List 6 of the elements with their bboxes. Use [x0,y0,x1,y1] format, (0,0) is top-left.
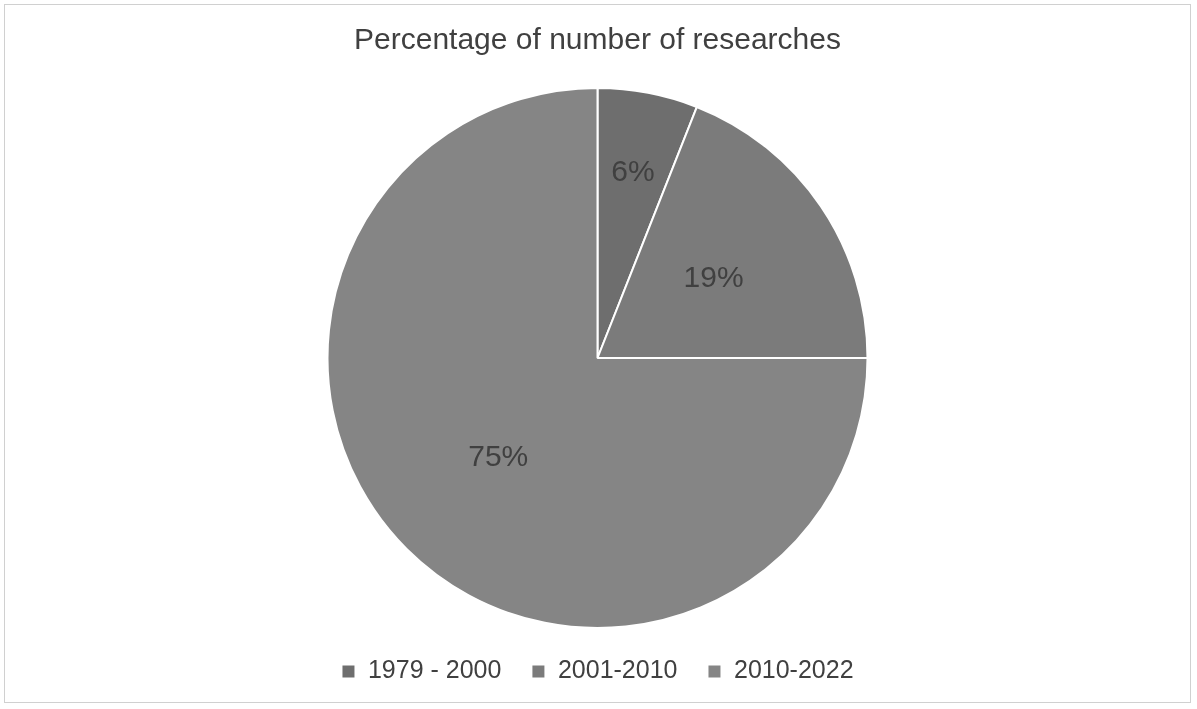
data-label: 75% [468,438,529,472]
chart-title: Percentage of number of researches [354,22,841,56]
legend-label: 2001-2010 [557,655,678,684]
legend-label: 1979 - 2000 [367,655,502,684]
legend-label: 2010-2022 [733,655,854,684]
data-label: 19% [683,260,744,294]
